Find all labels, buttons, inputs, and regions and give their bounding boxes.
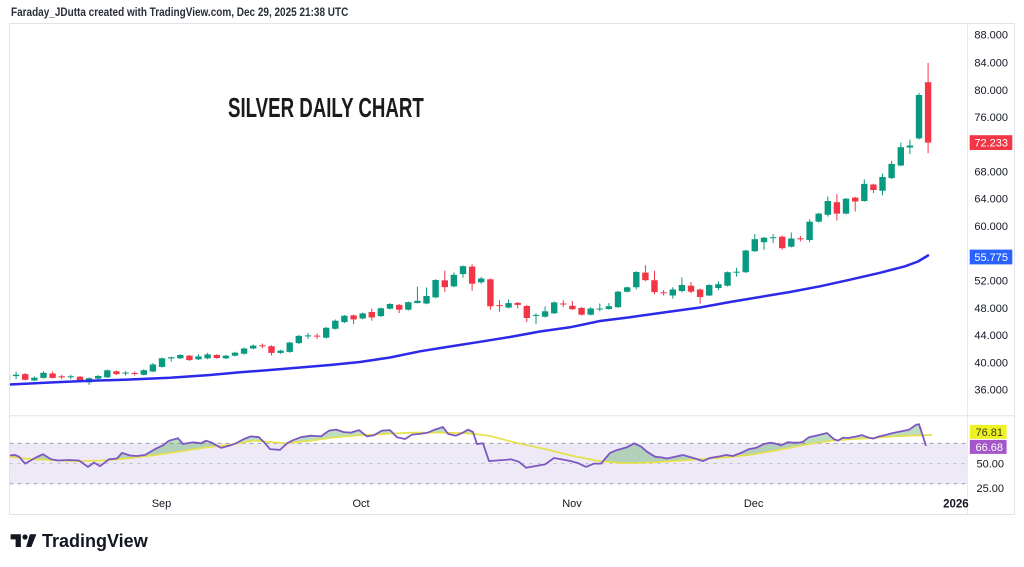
svg-text:84.000: 84.000 [974, 58, 1008, 70]
svg-text:72.233: 72.233 [974, 138, 1008, 150]
svg-text:Sep: Sep [152, 498, 172, 510]
svg-text:80.000: 80.000 [974, 85, 1008, 97]
svg-text:55.775: 55.775 [974, 252, 1008, 264]
svg-text:68.000: 68.000 [974, 166, 1008, 178]
svg-text:Nov: Nov [562, 498, 582, 510]
svg-text:40.000: 40.000 [974, 357, 1008, 369]
svg-text:36.000: 36.000 [974, 385, 1008, 397]
svg-text:76.000: 76.000 [974, 112, 1008, 124]
svg-text:50.00: 50.00 [977, 459, 1005, 471]
svg-text:64.000: 64.000 [974, 194, 1008, 206]
svg-text:2026: 2026 [943, 499, 969, 511]
svg-text:44.000: 44.000 [974, 330, 1008, 342]
svg-text:Oct: Oct [352, 498, 369, 510]
svg-text:25.00: 25.00 [977, 483, 1005, 495]
svg-text:76.81: 76.81 [975, 427, 1003, 439]
svg-text:88.000: 88.000 [974, 30, 1008, 42]
svg-text:66.68: 66.68 [975, 442, 1003, 454]
svg-text:52.000: 52.000 [974, 276, 1008, 288]
svg-text:Dec: Dec [744, 498, 764, 510]
svg-text:48.000: 48.000 [974, 303, 1008, 315]
svg-text:60.000: 60.000 [974, 221, 1008, 233]
